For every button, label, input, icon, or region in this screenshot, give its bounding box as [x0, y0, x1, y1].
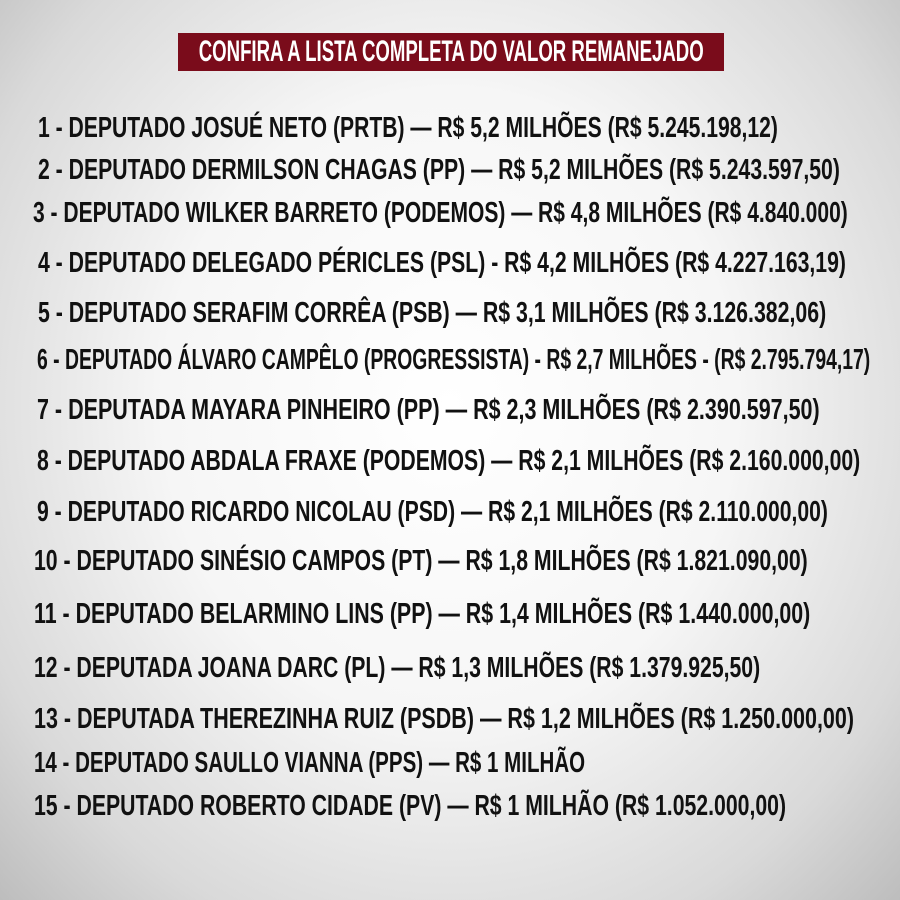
list-item: 2 - DEPUTADO DERMILSON CHAGAS (PP) — R$ …	[38, 154, 840, 186]
list-item: 10 - DEPUTADO SINÉSIO CAMPOS (PT) — R$ 1…	[34, 545, 808, 577]
title-banner: CONFIRA A LISTA COMPLETA DO VALOR REMANE…	[178, 33, 724, 71]
list-item: 12 - DEPUTADA JOANA DARC (PL) — R$ 1,3 M…	[34, 652, 761, 684]
list-item: 3 - DEPUTADO WILKER BARRETO (PODEMOS) — …	[33, 197, 848, 229]
list-item: 6 - DEPUTADO ÁLVARO CAMPÊLO (PROGRESSIST…	[37, 344, 871, 376]
list-item: 14 - DEPUTADO SAULLO VIANNA (PPS) — R$ 1…	[34, 747, 586, 779]
list-item: 1 - DEPUTADO JOSUÉ NETO (PRTB) — R$ 5,2 …	[38, 112, 778, 144]
list-item: 5 - DEPUTADO SERAFIM CORRÊA (PSB) — R$ 3…	[38, 297, 827, 329]
list-item: 15 - DEPUTADO ROBERTO CIDADE (PV) — R$ 1…	[34, 790, 787, 822]
list-item: 7 - DEPUTADA MAYARA PINHEIRO (PP) — R$ 2…	[37, 394, 820, 426]
list-item: 11 - DEPUTADO BELARMINO LINS (PP) — R$ 1…	[34, 598, 811, 630]
list-item: 13 - DEPUTADA THEREZINHA RUIZ (PSDB) — R…	[34, 703, 854, 735]
page-title: CONFIRA A LISTA COMPLETA DO VALOR REMANE…	[198, 35, 704, 68]
list-item: 4 - DEPUTADO DELEGADO PÉRICLES (PSL) - R…	[38, 247, 846, 279]
list-item: 9 - DEPUTADO RICARDO NICOLAU (PSD) — R$ …	[37, 496, 828, 528]
list-item: 8 - DEPUTADO ABDALA FRAXE (PODEMOS) — R$…	[37, 445, 861, 477]
